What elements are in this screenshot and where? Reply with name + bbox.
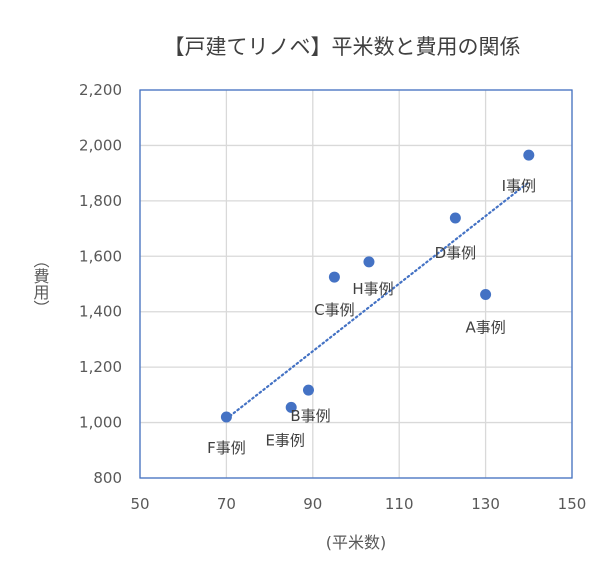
data-label: B事例 <box>290 407 330 425</box>
x-tick-label: 150 <box>558 495 587 513</box>
data-points <box>220 149 535 423</box>
data-label: F事例 <box>207 439 246 457</box>
x-tick-label: 130 <box>471 495 500 513</box>
data-label: A事例 <box>465 319 505 337</box>
data-point <box>302 384 314 396</box>
y-tick-label: 1,000 <box>79 414 122 432</box>
x-tick-label: 70 <box>217 495 236 513</box>
x-tick-label: 50 <box>130 495 149 513</box>
chart-title: 【戸建てリノベ】平米数と費用の関係 <box>164 35 521 59</box>
data-point <box>523 149 535 161</box>
y-tick-label: 1,800 <box>79 192 122 210</box>
data-label: I事例 <box>502 177 536 195</box>
x-tick-label: 90 <box>303 495 322 513</box>
data-point <box>285 401 297 413</box>
data-labels: F事例 E事例 B事例 C事例 H事例 D事例 A事例 I事例 <box>207 177 536 457</box>
data-point <box>220 411 232 423</box>
y-tick-label: 1,200 <box>79 358 122 376</box>
y-tick-label: 1,600 <box>79 247 122 265</box>
data-point <box>480 289 492 301</box>
y-tick-label: 2,000 <box>79 136 122 154</box>
data-label: E事例 <box>265 431 304 449</box>
y-tick-label: 800 <box>93 469 122 487</box>
data-point <box>449 212 461 224</box>
data-point <box>363 256 375 268</box>
plot-area-border <box>139 89 573 479</box>
data-label: H事例 <box>352 280 393 298</box>
x-tick-label: 110 <box>385 495 414 513</box>
y-tick-label: 1,400 <box>79 303 122 321</box>
y-axis: 800 1,000 1,200 1,400 1,600 1,800 2,000 2,200 <box>79 81 122 487</box>
y-axis-label: （費用） <box>31 252 50 316</box>
x-axis: 50 70 90 110 130 150 <box>130 495 586 513</box>
y-tick-label: 2,200 <box>79 81 122 99</box>
trendline <box>225 181 530 420</box>
data-label: D事例 <box>435 244 477 262</box>
data-point <box>328 271 340 283</box>
data-label: C事例 <box>314 301 354 319</box>
x-axis-label: (平米数) <box>326 533 387 552</box>
